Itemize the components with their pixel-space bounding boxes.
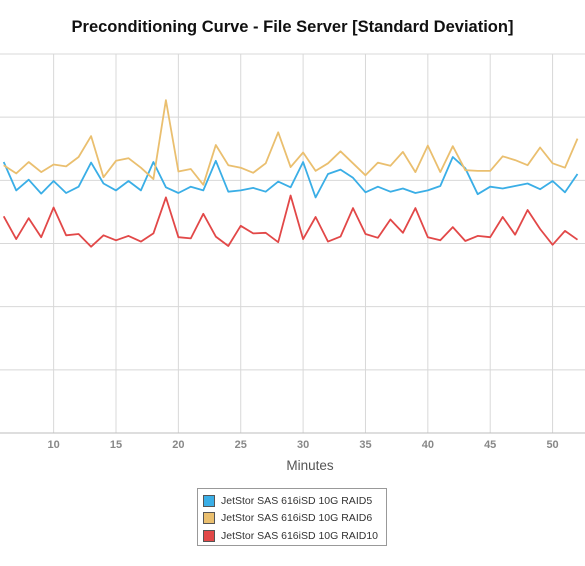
x-tick-label: 15 [110, 439, 122, 451]
x-tick-label: 25 [235, 439, 247, 451]
x-tick-label: 45 [484, 439, 496, 451]
series-line [3, 99, 579, 186]
x-tick-label: 40 [422, 439, 434, 451]
chart-plot: 10 15 20 25 30 35 40 45 50 [0, 53, 585, 451]
series-layer [2, 99, 579, 248]
x-tick-label: 10 [48, 439, 60, 451]
legend-item[interactable]: JetStor SAS 616iSD 10G RAID6 [203, 510, 386, 528]
x-axis-title: Minutes [286, 458, 334, 473]
x-tick-label: 20 [172, 439, 184, 451]
legend: JetStor SAS 616iSD 10G RAID5 JetStor SAS … [197, 488, 387, 546]
chart-grid [0, 53, 585, 434]
x-tick-label: 30 [297, 439, 309, 451]
x-tick-label: 35 [359, 439, 371, 451]
legend-item[interactable]: JetStor SAS 616iSD 10G RAID10 [203, 527, 386, 545]
series-line [2, 194, 579, 248]
legend-label: JetStor SAS 616iSD 10G RAID6 [221, 512, 373, 525]
x-axis-ticks: 10 15 20 25 30 35 40 45 50 [48, 439, 559, 451]
legend-swatch [203, 494, 215, 507]
x-tick-label: 50 [546, 439, 558, 451]
legend-swatch [203, 529, 215, 542]
legend-swatch [203, 512, 215, 525]
chart-title: Preconditioning Curve - File Server [Sta… [71, 18, 514, 36]
series-line [2, 156, 579, 199]
legend-label: JetStor SAS 616iSD 10G RAID5 [221, 494, 373, 507]
legend-label: JetStor SAS 616iSD 10G RAID10 [221, 529, 378, 542]
legend-item[interactable]: JetStor SAS 616iSD 10G RAID5 [203, 492, 386, 510]
